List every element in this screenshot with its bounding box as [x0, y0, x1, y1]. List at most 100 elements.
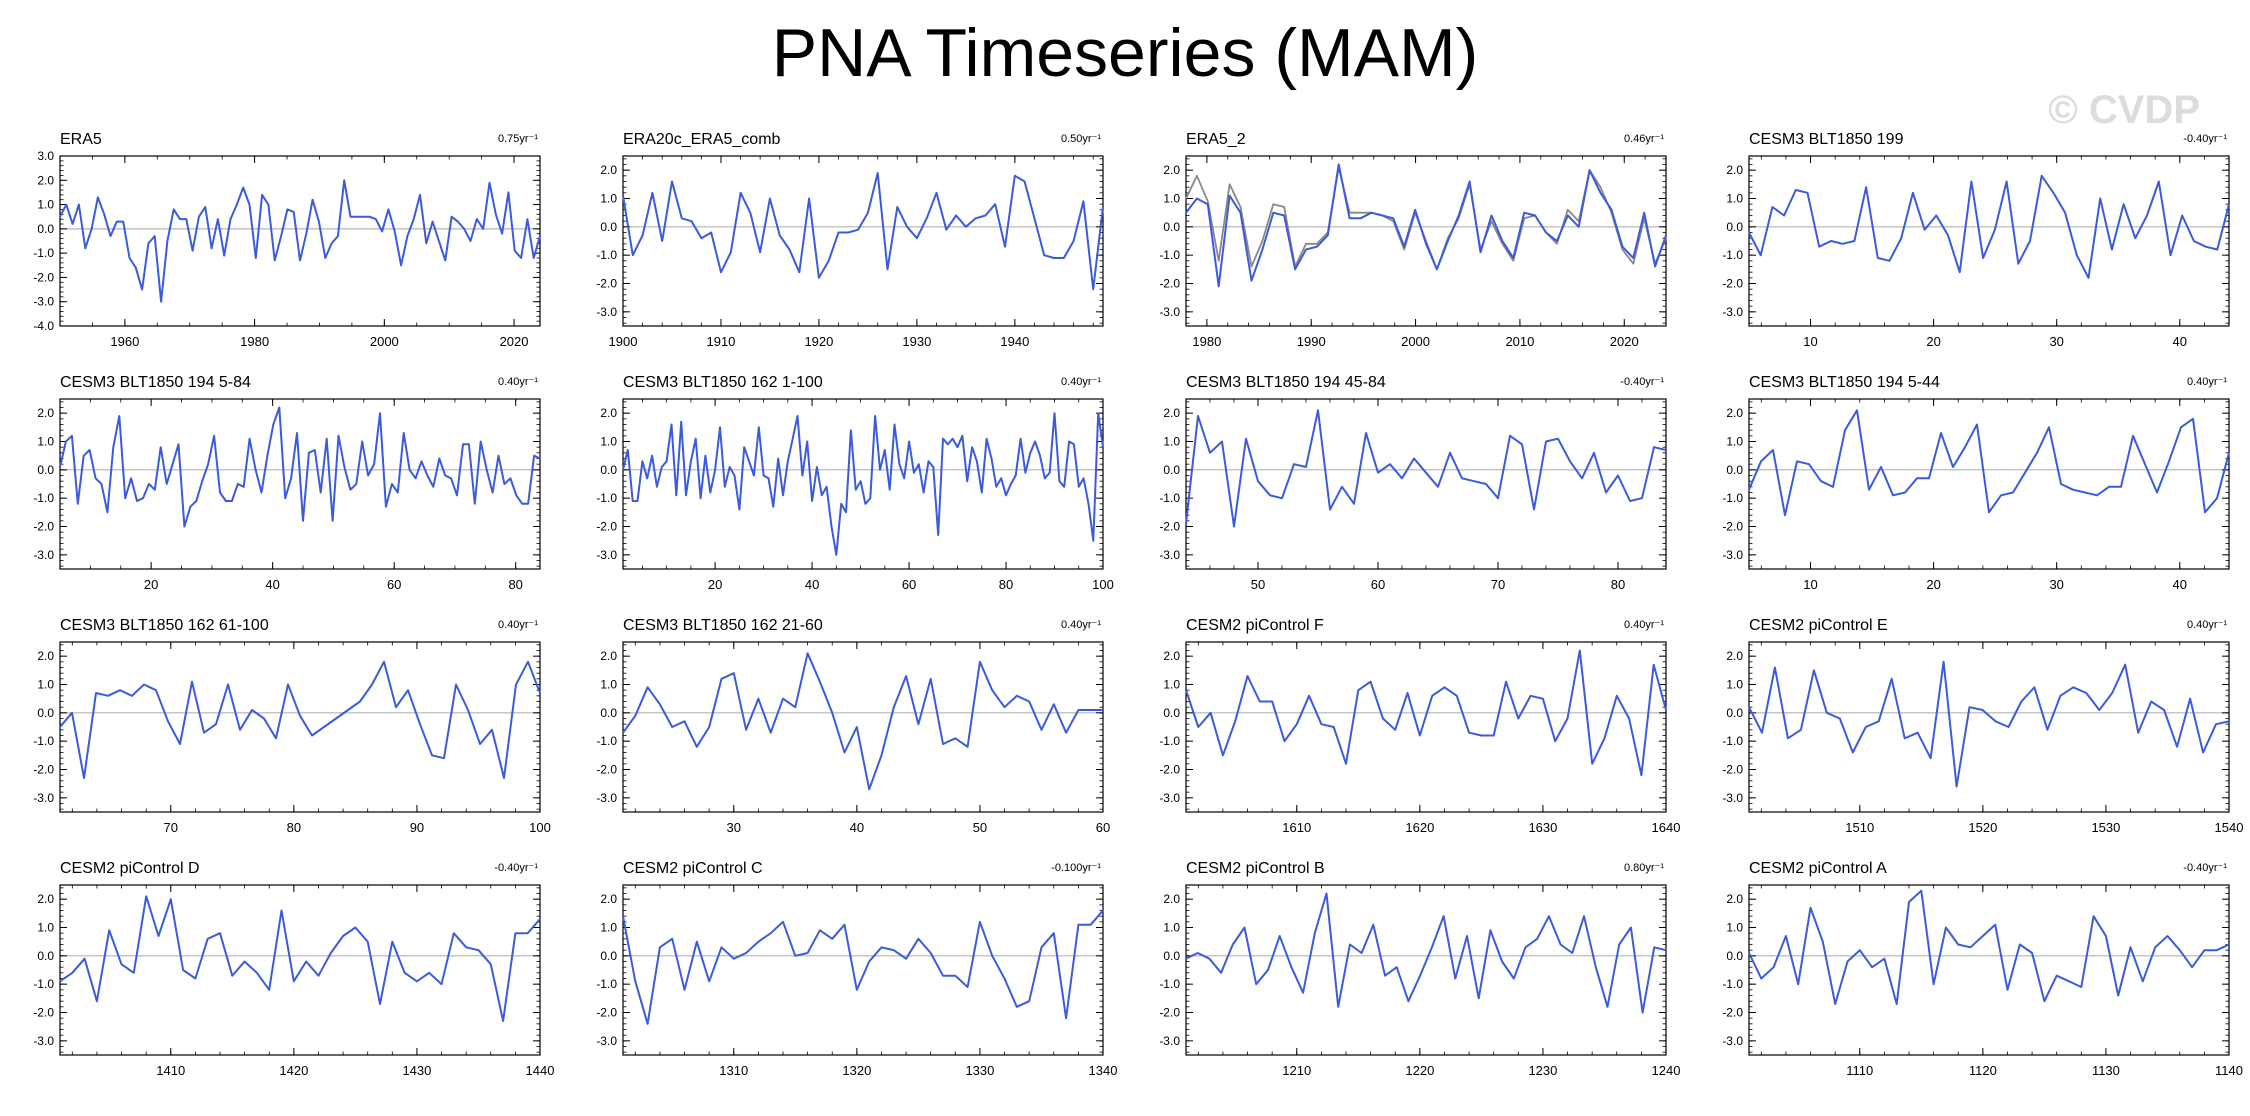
y-tick-label: 0.0 [37, 949, 54, 963]
panel-title: ERA5 [60, 131, 102, 148]
chart-panel: ERA20c_ERA5_comb 0.50yr⁻¹ -3.0 -2.0 -1.0 0.0 1… [596, 131, 1104, 349]
trend-label: 0.40yr⁻¹ [498, 619, 538, 631]
y-tick-label: -1.0 [1722, 248, 1743, 262]
x-tick-label: 1510 [1845, 820, 1874, 835]
trend-label: -0.40yr⁻¹ [2183, 862, 2227, 874]
y-tick-label: -3.0 [33, 791, 54, 805]
x-tick-label: 1520 [1968, 820, 1997, 835]
y-tick-label: 2.0 [600, 649, 617, 663]
x-tick-label: 80 [999, 577, 1013, 592]
y-tick-label: -3.0 [1159, 791, 1180, 805]
x-tick-label: 1120 [1969, 1063, 1997, 1078]
y-tick-label: -2.0 [1159, 277, 1180, 291]
x-tick-label: 1900 [609, 334, 638, 349]
y-tick-label: 1.0 [37, 921, 54, 935]
y-tick-label: 2.0 [1726, 163, 1743, 177]
chart-panel: CESM2 piControl B 0.80yr⁻¹ -3.0 -2.0 -1.0 0.0… [1159, 860, 1680, 1078]
y-tick-label: 2.0 [600, 163, 617, 177]
panel-title: CESM2 piControl F [1186, 617, 1324, 634]
y-tick-label: -2.0 [596, 1006, 617, 1020]
x-tick-label: 1540 [2215, 820, 2244, 835]
x-tick-label: 1980 [1192, 334, 1221, 349]
series-line-secondary [1185, 166, 1667, 271]
series-line [1748, 660, 2230, 788]
y-tick-label: 2.0 [37, 173, 54, 187]
y-tick-label: -3.0 [33, 1034, 54, 1048]
series-line [1748, 889, 2230, 1005]
y-tick-label: -1.0 [33, 491, 54, 505]
y-tick-label: -1.0 [1722, 734, 1743, 748]
x-tick-label: 1420 [279, 1063, 308, 1078]
series-line [1185, 163, 1667, 288]
x-tick-label: 40 [2173, 334, 2187, 349]
x-tick-label: 1110 [1846, 1063, 1873, 1078]
x-tick-label: 50 [1251, 577, 1265, 592]
x-tick-label: 1620 [1405, 820, 1434, 835]
chart-panel: CESM2 piControl A -0.40yr⁻¹ -3.0 -2.0 -1.0 0.… [1722, 860, 2243, 1078]
panel-title: CESM2 piControl D [60, 860, 200, 877]
x-tick-label: 2020 [1610, 334, 1639, 349]
x-tick-label: 1640 [1652, 820, 1681, 835]
panel-title: CESM2 piControl B [1186, 860, 1325, 877]
plot-frame [1185, 155, 1667, 327]
y-tick-label: 1.0 [600, 435, 617, 449]
x-tick-label: 70 [164, 820, 178, 835]
panel-title: CESM3 BLT1850 194 5-44 [1749, 374, 1940, 391]
trend-label: 0.50yr⁻¹ [1061, 133, 1101, 145]
x-tick-label: 1130 [2092, 1063, 2120, 1078]
y-tick-label: 1.0 [1726, 921, 1743, 935]
series-line [1185, 409, 1667, 528]
plot-frame [59, 884, 541, 1056]
y-tick-label: 1.0 [1726, 435, 1743, 449]
series-line [59, 406, 541, 528]
y-tick-label: 0.0 [600, 220, 617, 234]
y-tick-label: 0.0 [1163, 463, 1180, 477]
y-tick-label: 0.0 [1163, 706, 1180, 720]
plot-frame [59, 398, 541, 570]
x-tick-label: 2010 [1505, 334, 1534, 349]
chart-panel: ERA5 0.75yr⁻¹ -4.0 -3.0 -2.0 -1.0 0.0 1.0 2.0 3.0… [33, 131, 541, 349]
plot-frame [59, 641, 541, 813]
y-tick-label: 0.0 [600, 706, 617, 720]
x-tick-label: 1990 [1297, 334, 1326, 349]
series-line [1748, 409, 2230, 517]
y-tick-label: -1.0 [596, 977, 617, 991]
plot-frame [622, 155, 1104, 327]
x-tick-label: 1220 [1405, 1063, 1434, 1078]
y-tick-label: 0.0 [1726, 220, 1743, 234]
y-tick-label: -1.0 [596, 734, 617, 748]
y-tick-label: -2.0 [1722, 520, 1743, 534]
y-tick-label: 1.0 [600, 192, 617, 206]
panel-title: CESM3 BLT1850 162 1-100 [623, 374, 823, 391]
x-tick-label: 1410 [156, 1063, 185, 1078]
y-tick-label: 2.0 [37, 892, 54, 906]
y-tick-label: -3.0 [1159, 305, 1180, 319]
y-tick-label: 1.0 [1163, 921, 1180, 935]
y-tick-label: -3.0 [1722, 548, 1743, 562]
series-line [59, 179, 541, 303]
x-tick-label: 60 [387, 577, 401, 592]
y-tick-label: -2.0 [1722, 277, 1743, 291]
plot-frame [622, 884, 1104, 1056]
chart-panel: CESM3 BLT1850 199 -0.40yr⁻¹ -3.0 -2.0 -1.0 0.… [1722, 131, 2230, 349]
x-tick-label: 1340 [1089, 1063, 1118, 1078]
chart-panel: CESM2 piControl C -0.100yr⁻¹ -3.0 -2.0 -1.0 0… [596, 860, 1117, 1078]
x-tick-label: 40 [2173, 577, 2187, 592]
panel-title: ERA20c_ERA5_comb [623, 131, 781, 148]
y-tick-label: -1.0 [1159, 977, 1180, 991]
chart-panel: CESM3 BLT1850 162 61-100 0.40yr⁻¹ -3.0 -2.0… [33, 617, 551, 835]
x-tick-label: 2000 [1401, 334, 1430, 349]
x-tick-label: 1920 [804, 334, 833, 349]
trend-label: -0.40yr⁻¹ [494, 862, 538, 874]
plot-frame [622, 641, 1104, 813]
trend-label: 0.40yr⁻¹ [1061, 376, 1101, 388]
x-tick-label: 40 [265, 577, 279, 592]
y-tick-label: -3.0 [1722, 1034, 1743, 1048]
trend-label: -0.40yr⁻¹ [1620, 376, 1664, 388]
x-tick-label: 1440 [526, 1063, 555, 1078]
y-tick-label: 2.0 [600, 406, 617, 420]
x-tick-label: 10 [1803, 577, 1817, 592]
plot-frame [1748, 155, 2230, 327]
y-tick-label: 1.0 [600, 921, 617, 935]
